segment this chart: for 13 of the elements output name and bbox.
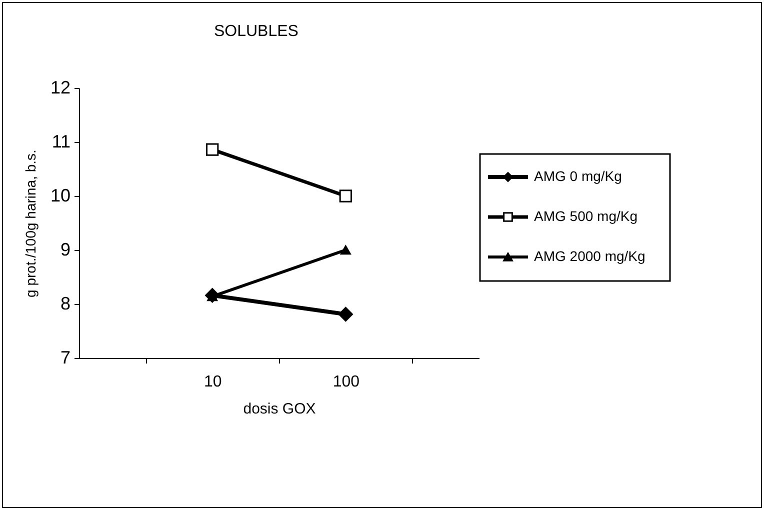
y-tick-label: 7 bbox=[60, 348, 70, 368]
legend-label: AMG 500 mg/Kg bbox=[534, 208, 638, 224]
legend-label: AMG 0 mg/Kg bbox=[534, 168, 622, 184]
y-tick-label: 10 bbox=[50, 186, 70, 206]
y-tick-label: 8 bbox=[60, 294, 70, 314]
y-tick-label: 11 bbox=[52, 132, 70, 152]
x-tick-label: 100 bbox=[332, 374, 360, 390]
legend-label: AMG 2000 mg/Kg bbox=[534, 248, 646, 264]
chart-title: SOLUBLES bbox=[214, 23, 298, 40]
y-axis-title: g prot./100g harina, b.s. bbox=[22, 150, 38, 298]
y-tick-label: 9 bbox=[60, 240, 70, 260]
y-tick-label: 12 bbox=[50, 78, 70, 98]
x-axis-title: dosis GOX bbox=[243, 400, 316, 418]
